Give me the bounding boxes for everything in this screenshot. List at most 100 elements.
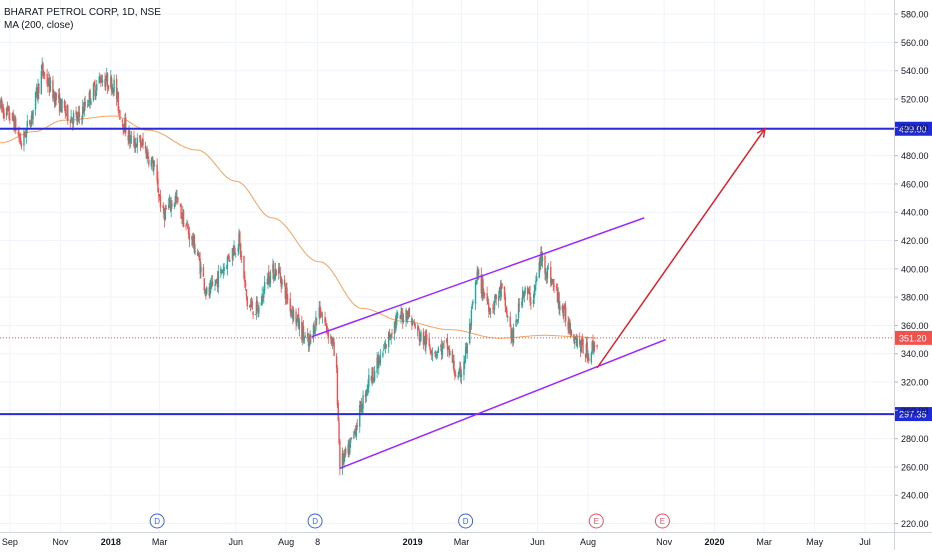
channel-upper-line[interactable]	[311, 217, 645, 338]
candle-body	[469, 323, 472, 327]
drawings-layer[interactable]: 499.00 297.35 351.20	[0, 121, 932, 470]
dividend-event-marker[interactable]: D	[149, 513, 165, 529]
candle-body	[162, 206, 164, 208]
candle-body	[6, 106, 9, 111]
current-price-label: 351.20	[899, 333, 927, 343]
earnings-event-label: E	[660, 517, 665, 526]
candle-body	[158, 194, 160, 197]
earnings-event-label: E	[594, 517, 599, 526]
candle-body	[20, 143, 23, 147]
dividend-event-marker[interactable]: D	[458, 513, 474, 529]
candle-body	[0, 98, 3, 108]
candle-body	[136, 137, 138, 148]
candle-body	[361, 410, 363, 411]
candle-body	[550, 266, 552, 284]
candle-body	[469, 323, 471, 344]
symbol-title[interactable]: BHARAT PETROL CORP, 1D, NSE	[4, 7, 161, 18]
candle-body	[210, 283, 212, 287]
candle-body	[256, 300, 258, 307]
candle-body	[64, 105, 67, 114]
candle-body	[12, 112, 14, 121]
candle-body	[325, 323, 328, 331]
candle-body	[470, 310, 473, 326]
candle-body	[458, 371, 460, 377]
x-axis-tick-label: Aug	[580, 537, 596, 547]
candle-body	[141, 139, 143, 146]
grid	[0, 0, 894, 532]
y-axis-tick-label: 280.00	[901, 434, 929, 444]
earnings-event-marker[interactable]: E	[654, 513, 670, 529]
candle-body	[407, 309, 410, 318]
candle-body	[379, 354, 382, 364]
candle-body	[488, 313, 491, 315]
candle-body	[483, 294, 485, 296]
candle-body	[147, 152, 149, 159]
candle-body	[234, 253, 237, 255]
dividend-event-marker[interactable]: D	[307, 513, 323, 529]
candle-body	[558, 292, 560, 310]
candle-body	[200, 266, 202, 273]
candle-body	[71, 116, 73, 120]
candle-body	[174, 195, 177, 204]
level-badge	[895, 407, 932, 422]
candle-body	[315, 316, 317, 330]
candle-body	[313, 325, 315, 334]
candle-body	[171, 204, 173, 206]
candle-body	[457, 376, 459, 378]
candle-body	[297, 314, 299, 320]
candle-body	[32, 109, 34, 120]
candle-body	[331, 338, 334, 344]
candle-body	[188, 233, 191, 241]
candle-body	[451, 351, 454, 363]
candle-body	[511, 331, 513, 338]
candle-body	[182, 212, 184, 221]
candle-body	[422, 332, 425, 345]
candle-body	[544, 255, 546, 274]
x-axis-tick-label: May	[806, 537, 824, 547]
candle-body	[287, 298, 289, 300]
candle-body	[308, 340, 311, 347]
candle-body	[67, 105, 69, 121]
candle-body	[268, 271, 270, 284]
x-axis-tick-label: Mar	[152, 537, 168, 547]
candle-body	[77, 112, 80, 116]
candle-body	[173, 202, 176, 207]
earnings-event-marker[interactable]: E	[588, 513, 604, 529]
candle-body	[255, 302, 258, 314]
candle-body	[292, 309, 295, 321]
candle-body	[58, 95, 60, 99]
candle-body	[339, 440, 341, 470]
candle-body	[378, 358, 380, 368]
candle-body	[495, 294, 497, 300]
candle-body	[459, 367, 461, 372]
candle-body	[75, 111, 77, 115]
candle-body	[104, 78, 106, 87]
candle-body	[153, 165, 156, 166]
candle-body	[336, 367, 339, 405]
candle-body	[69, 122, 71, 123]
candle-body	[107, 85, 110, 90]
candle-body	[355, 426, 358, 437]
candle-body	[309, 335, 311, 340]
candle-body	[325, 320, 327, 323]
indicator-title[interactable]: MA (200, close)	[4, 20, 74, 31]
candle-body	[217, 271, 220, 288]
candle-body	[111, 87, 114, 94]
candle-body	[202, 267, 205, 277]
candle-body	[463, 361, 465, 375]
candle-body	[157, 178, 159, 193]
candle-body	[163, 212, 166, 221]
candle-body	[390, 335, 392, 338]
candle-body	[529, 292, 531, 303]
candle-body	[564, 305, 566, 309]
projection-arrow-line[interactable]	[596, 128, 766, 369]
candle-body	[557, 292, 559, 304]
candle-body	[538, 262, 540, 278]
candle-body	[291, 311, 293, 313]
channel-lower-line[interactable]	[339, 338, 667, 470]
candle-body	[58, 93, 61, 112]
candle-body	[38, 83, 40, 93]
